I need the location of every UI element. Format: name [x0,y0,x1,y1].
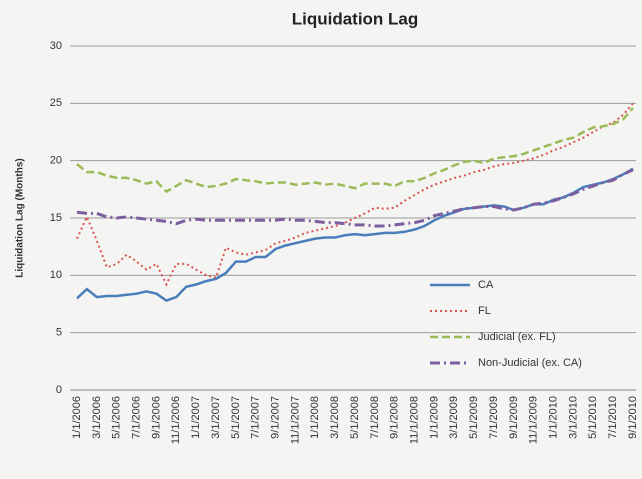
x-tick-label: 11/1/2007 [289,396,301,444]
y-tick-label: 20 [50,155,62,167]
x-tick-label: 7/1/2006 [130,396,142,439]
y-tick-label: 0 [56,384,62,396]
x-tick-label: 9/1/2009 [508,396,520,439]
x-tick-label: 3/1/2009 [448,396,460,439]
x-tick-label: 3/1/2007 [210,396,222,439]
x-tick-label: 5/1/2008 [349,396,361,439]
series-line [76,102,634,287]
x-tick-label: 7/1/2010 [607,396,619,439]
x-tick-label: 5/1/2007 [230,396,242,439]
x-tick-label: 9/1/2006 [150,396,162,439]
y-tick-label: 15 [50,212,62,224]
x-tick-label: 9/1/2007 [269,396,281,439]
series-line [76,168,634,228]
x-tick-label: 1/1/2010 [547,396,559,439]
x-tick-label: 1/1/2007 [190,396,202,439]
x-tick-label: 1/1/2008 [309,396,321,439]
x-tick-label: 7/1/2008 [369,396,381,439]
x-tick-label: 5/1/2009 [468,396,480,439]
x-tick-label: 5/1/2010 [587,396,599,439]
x-tick-label: 9/1/2008 [389,396,401,439]
legend-label: Judicial (ex. FL) [478,331,556,343]
x-tick-label: 11/1/2009 [528,396,540,444]
x-tick-label: 11/1/2006 [170,396,182,444]
y-tick-label: 30 [50,40,62,52]
legend-label: FL [478,305,491,317]
x-tick-label: 5/1/2006 [111,396,123,439]
y-tick-label: 10 [50,269,62,281]
x-tick-label: 7/1/2007 [250,396,262,439]
y-tick-label: 5 [56,327,62,339]
legend-label: Non-Judicial (ex. CA) [478,357,582,369]
x-tick-label: 1/1/2006 [71,396,83,439]
y-tick-label: 25 [50,97,62,109]
x-tick-label: 3/1/2010 [567,396,579,439]
x-tick-label: 11/1/2008 [408,396,420,444]
x-tick-label: 7/1/2009 [488,396,500,439]
y-axis-label: Liquidation Lag (Months) [15,158,26,277]
chart-title: Liquidation Lag [292,9,419,28]
legend-label: CA [478,279,494,291]
series-line [76,107,634,194]
x-tick-label: 1/1/2009 [428,396,440,439]
x-tick-label: 9/1/2010 [627,396,639,439]
x-tick-label: 3/1/2006 [91,396,103,439]
x-tick-label: 3/1/2008 [329,396,341,439]
